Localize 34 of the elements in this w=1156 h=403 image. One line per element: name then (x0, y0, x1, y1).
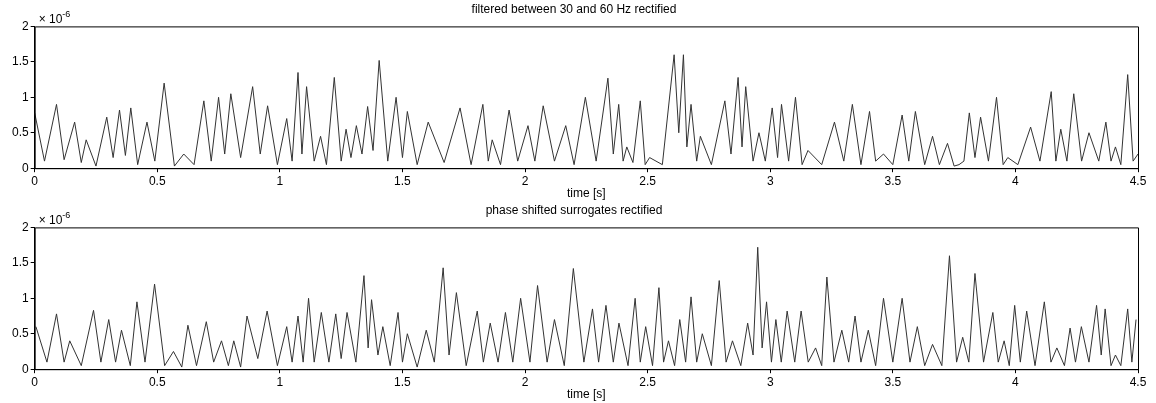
x-tick-label: 2 (521, 374, 529, 389)
y-tick-label: 2 (21, 18, 29, 33)
x-tick-label: 3.5 (884, 374, 902, 389)
x-tick-label: 3 (766, 374, 774, 389)
y-tick-label: 1.5 (11, 54, 29, 69)
chart-title: filtered between 30 and 60 Hz rectified (471, 1, 677, 16)
x-tick-label: 2.5 (639, 173, 657, 188)
y-tick-label: 1 (21, 290, 29, 305)
x-tick-label: 1.5 (394, 374, 412, 389)
x-tick-label: 2 (521, 173, 529, 188)
x-tick-label: 0 (31, 173, 39, 188)
y-tick-label: 0.5 (11, 326, 29, 341)
y-tick-label: 0 (21, 361, 29, 376)
x-tick-label: 2.5 (639, 374, 657, 389)
x-tick-label: 1 (276, 173, 284, 188)
y-tick-label: 1.5 (11, 255, 29, 270)
x-tick-label: 3 (766, 173, 774, 188)
x-tick-label: 4 (1012, 374, 1020, 389)
y-tick-label: 0 (21, 160, 29, 175)
y-tick-label: 0.5 (11, 125, 29, 140)
y-tick-label: 2 (21, 219, 29, 234)
x-tick-label: 0 (31, 374, 39, 389)
x-axis-title: time [s] (567, 387, 606, 402)
x-tick-label: 0.5 (148, 173, 166, 188)
x-tick-label: 1.5 (394, 173, 412, 188)
y-tick-label: 1 (21, 89, 29, 104)
x-axis-title: time [s] (567, 186, 606, 201)
x-tick-label: 4 (1012, 173, 1020, 188)
x-tick-label: 4.5 (1129, 374, 1147, 389)
x-tick-label: 1 (276, 374, 284, 389)
x-tick-label: 0.5 (148, 374, 166, 389)
chart-title: phase shifted surrogates rectified (485, 202, 663, 217)
x-tick-label: 3.5 (884, 173, 902, 188)
x-tick-label: 4.5 (1129, 173, 1147, 188)
